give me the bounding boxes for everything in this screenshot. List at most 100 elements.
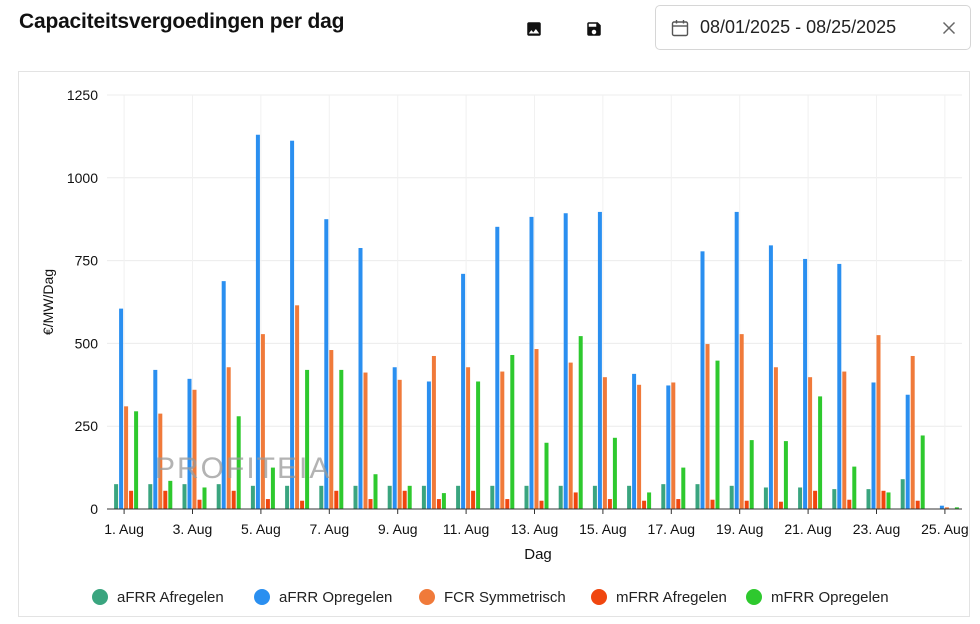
- bar: [915, 500, 920, 509]
- bar: [295, 305, 300, 509]
- bar: [734, 211, 739, 509]
- bar: [813, 490, 818, 509]
- bar: [871, 382, 876, 509]
- bar: [265, 499, 270, 509]
- x-tick-label: 3. Aug: [173, 521, 213, 537]
- bar: [368, 499, 373, 509]
- bar: [544, 442, 549, 509]
- date-range-picker[interactable]: 08/01/2025 - 08/25/2025: [655, 5, 971, 50]
- bar: [729, 485, 734, 509]
- bar: [954, 507, 959, 509]
- bar: [476, 381, 481, 509]
- bar: [944, 507, 949, 509]
- bar: [290, 140, 295, 509]
- bar: [597, 211, 602, 509]
- bar: [441, 493, 446, 509]
- bar: [539, 500, 544, 509]
- legend-item[interactable]: mFRR Opregelen: [746, 585, 889, 609]
- bar: [300, 500, 305, 509]
- bar: [114, 484, 119, 509]
- page-title: Capaciteitsvergoedingen per dag: [19, 10, 345, 33]
- y-tick-label: 1250: [67, 87, 98, 103]
- bar: [534, 349, 539, 509]
- bar: [573, 492, 578, 509]
- legend-color-dot: [746, 589, 762, 605]
- bar: [158, 413, 163, 509]
- x-tick-label: 23. Aug: [853, 521, 901, 537]
- bar: [563, 213, 568, 509]
- bar: [500, 371, 505, 509]
- bar: [612, 437, 617, 509]
- bar: [236, 416, 241, 509]
- bar: [255, 134, 260, 509]
- bar: [578, 336, 583, 509]
- bar: [529, 216, 534, 510]
- bar: [421, 485, 426, 509]
- bar-series: [114, 134, 959, 510]
- watermark-text: PROFITEIA: [155, 452, 331, 485]
- bar: [129, 490, 134, 509]
- legend-item[interactable]: aFRR Opregelen: [254, 585, 392, 609]
- bar: [397, 379, 402, 509]
- legend-color-dot: [92, 589, 108, 605]
- bar: [329, 350, 334, 509]
- bar: [163, 490, 168, 509]
- bar: [783, 441, 788, 509]
- x-tick-label: 13. Aug: [511, 521, 559, 537]
- bar: [852, 466, 857, 509]
- bar: [768, 245, 773, 509]
- legend-label: aFRR Afregelen: [117, 588, 224, 606]
- legend-label: mFRR Afregelen: [616, 588, 727, 606]
- bar: [710, 499, 715, 509]
- bar: [510, 354, 515, 509]
- bar: [695, 484, 700, 509]
- x-tick-label: 25. Aug: [921, 521, 969, 537]
- bar: [607, 499, 612, 509]
- x-tick-label: 9. Aug: [378, 521, 418, 537]
- x-axis-label: Dag: [524, 546, 552, 563]
- bar: [363, 372, 368, 509]
- bar: [837, 263, 842, 509]
- legend-item[interactable]: mFRR Afregelen: [591, 585, 727, 609]
- close-icon[interactable]: [942, 21, 956, 35]
- bar: [392, 367, 397, 509]
- bar: [436, 499, 441, 509]
- x-tick-label: 7. Aug: [309, 521, 349, 537]
- bar: [881, 490, 886, 509]
- bar: [647, 492, 652, 509]
- image-export-button[interactable]: [520, 15, 548, 43]
- bar: [568, 362, 573, 509]
- bar: [373, 474, 378, 509]
- date-range-value[interactable]: 08/01/2025 - 08/25/2025: [700, 17, 897, 37]
- bar: [407, 485, 412, 509]
- bar: [319, 485, 324, 509]
- bar: [187, 378, 192, 509]
- y-tick-label: 750: [75, 253, 99, 269]
- bar: [778, 501, 783, 509]
- bar: [495, 226, 500, 509]
- legend-item[interactable]: FCR Symmetrisch: [419, 585, 566, 609]
- bar: [260, 334, 265, 509]
- bar: [197, 499, 202, 509]
- bar: [119, 308, 124, 509]
- save-button[interactable]: [580, 15, 608, 43]
- bar: [558, 485, 563, 509]
- floppy-disk-icon: [587, 22, 601, 36]
- bar: [168, 480, 173, 509]
- bar: [842, 371, 847, 509]
- bar: [818, 396, 823, 509]
- bar: [402, 490, 407, 509]
- bar: [808, 377, 813, 509]
- bar: [324, 219, 329, 509]
- bar: [339, 369, 344, 509]
- y-tick-label: 1000: [67, 170, 98, 186]
- bar: [939, 505, 944, 509]
- x-tick-label: 17. Aug: [648, 521, 696, 537]
- legend-item[interactable]: aFRR Afregelen: [92, 585, 224, 609]
- bar: [763, 487, 768, 509]
- bar: [148, 484, 153, 509]
- x-tick-label: 1. Aug: [104, 521, 144, 537]
- bar: [471, 490, 476, 509]
- x-tick-label: 21. Aug: [784, 521, 832, 537]
- x-tick-label: 5. Aug: [241, 521, 281, 537]
